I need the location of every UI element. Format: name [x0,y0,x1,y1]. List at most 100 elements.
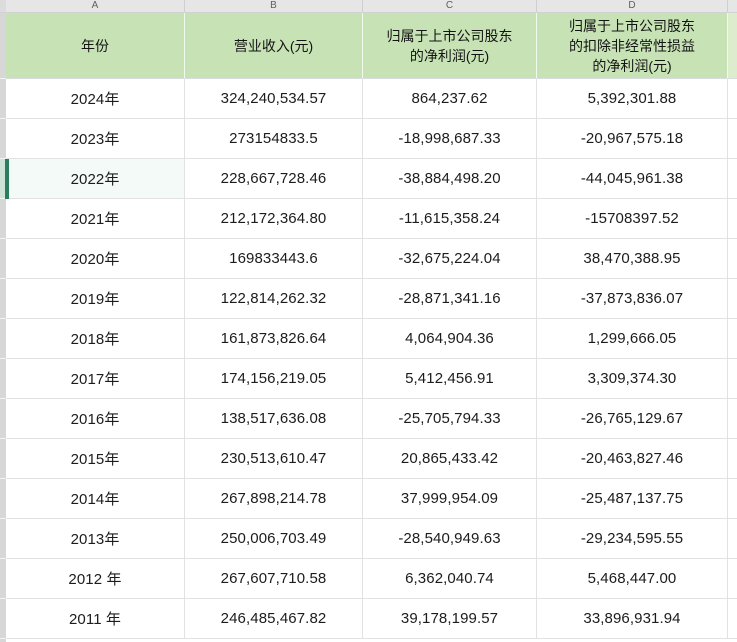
table-row: 2013年 250,006,703.49 -28,540,949.63 -29,… [6,519,737,559]
cell-year[interactable]: 2024年 [6,79,185,119]
cell-empty[interactable] [728,239,737,279]
row-header-cell[interactable] [0,239,6,279]
cell-empty[interactable] [728,279,737,319]
row-selection-indicator [5,159,9,199]
cell-year[interactable]: 2020年 [6,239,185,279]
cell-empty[interactable] [728,199,737,239]
cell-deducted-profit[interactable]: 3,309,374.30 [537,359,728,399]
row-header-cell[interactable] [0,439,6,479]
cell-deducted-profit[interactable]: 38,470,388.95 [537,239,728,279]
table-row: 2012 年 267,607,710.58 6,362,040.74 5,468… [6,559,737,599]
cell-revenue[interactable]: 230,513,610.47 [185,439,363,479]
cell-revenue[interactable]: 267,898,214.78 [185,479,363,519]
cell-empty[interactable] [728,599,737,639]
cell-empty[interactable] [728,119,737,159]
cell-year[interactable]: 2021年 [6,199,185,239]
cell-empty[interactable] [728,79,737,119]
cell-net-profit[interactable]: -18,998,687.33 [363,119,537,159]
cell-year[interactable]: 2023年 [6,119,185,159]
cell-net-profit[interactable]: -38,884,498.20 [363,159,537,199]
cell-deducted-profit[interactable]: 5,468,447.00 [537,559,728,599]
cell-deducted-profit[interactable]: -29,234,595.55 [537,519,728,559]
header-revenue[interactable]: 营业收入(元) [185,13,363,79]
cell-empty[interactable] [728,399,737,439]
cell-deducted-profit[interactable]: -26,765,129.67 [537,399,728,439]
row-header-cell[interactable] [0,319,6,359]
cell-deducted-profit[interactable]: -44,045,961.38 [537,159,728,199]
cell-deducted-profit[interactable]: 33,896,931.94 [537,599,728,639]
cell-deducted-profit[interactable]: -20,463,827.46 [537,439,728,479]
row-header-cell[interactable] [0,199,6,239]
cell-net-profit[interactable]: -28,871,341.16 [363,279,537,319]
cell-revenue[interactable]: 246,485,467.82 [185,599,363,639]
row-header-cell[interactable] [0,359,6,399]
cell-empty[interactable] [728,319,737,359]
cell-deducted-profit[interactable]: 1,299,666.05 [537,319,728,359]
cell-empty[interactable] [728,159,737,199]
column-header-c[interactable]: C [363,0,537,12]
cell-year[interactable]: 2016年 [6,399,185,439]
cell-year[interactable]: 2022年 [6,159,185,199]
row-header-cell[interactable] [0,599,6,639]
row-header-cell[interactable] [0,399,6,439]
cell-revenue[interactable]: 169833443.6 [185,239,363,279]
cell-net-profit[interactable]: 37,999,954.09 [363,479,537,519]
header-deducted-profit[interactable]: 归属于上市公司股东 的扣除非经常性损益 的净利润(元) [537,13,728,79]
column-header-b[interactable]: B [185,0,363,12]
cell-revenue[interactable]: 138,517,636.08 [185,399,363,439]
cell-empty[interactable] [728,519,737,559]
cell-revenue[interactable]: 161,873,826.64 [185,319,363,359]
column-header-a[interactable]: A [6,0,185,12]
cell-net-profit[interactable]: 4,064,904.36 [363,319,537,359]
row-header-cell[interactable] [0,559,6,599]
row-header-cell[interactable] [0,79,6,119]
row-header-cell[interactable] [0,13,6,79]
cell-year[interactable]: 2015年 [6,439,185,479]
cell-empty[interactable] [728,479,737,519]
cell-net-profit[interactable]: -25,705,794.33 [363,399,537,439]
header-year[interactable]: 年份 [6,13,185,79]
cell-net-profit[interactable]: -32,675,224.04 [363,239,537,279]
header-empty[interactable] [728,13,737,79]
cell-revenue[interactable]: 250,006,703.49 [185,519,363,559]
column-header-e[interactable] [728,0,737,12]
cell-empty[interactable] [728,359,737,399]
cell-deducted-profit[interactable]: -20,967,575.18 [537,119,728,159]
cell-revenue[interactable]: 122,814,262.32 [185,279,363,319]
cell-net-profit[interactable]: 5,412,456.91 [363,359,537,399]
cell-year[interactable]: 2011 年 [6,599,185,639]
cell-deducted-profit[interactable]: -15708397.52 [537,199,728,239]
cell-year[interactable]: 2019年 [6,279,185,319]
cell-year[interactable]: 2017年 [6,359,185,399]
row-header-strip[interactable] [0,13,6,642]
cell-year[interactable]: 2012 年 [6,559,185,599]
cell-year[interactable]: 2013年 [6,519,185,559]
cell-net-profit[interactable]: 39,178,199.57 [363,599,537,639]
row-header-cell[interactable] [0,519,6,559]
cell-net-profit[interactable]: 20,865,433.42 [363,439,537,479]
row-header-cell[interactable] [0,119,6,159]
row-header-cell-selected[interactable] [0,159,6,199]
header-net-profit[interactable]: 归属于上市公司股东 的净利润(元) [363,13,537,79]
cell-deducted-profit[interactable]: 5,392,301.88 [537,79,728,119]
cell-deducted-profit[interactable]: -25,487,137.75 [537,479,728,519]
cell-empty[interactable] [728,559,737,599]
cell-revenue[interactable]: 174,156,219.05 [185,359,363,399]
cell-revenue[interactable]: 228,667,728.46 [185,159,363,199]
cell-revenue[interactable]: 212,172,364.80 [185,199,363,239]
row-header-cell[interactable] [0,279,6,319]
cell-year[interactable]: 2018年 [6,319,185,359]
cell-net-profit[interactable]: 864,237.62 [363,79,537,119]
cell-deducted-profit[interactable]: -37,873,836.07 [537,279,728,319]
cell-revenue[interactable]: 273154833.5 [185,119,363,159]
row-header-cell[interactable] [0,479,6,519]
column-header-d[interactable]: D [537,0,728,12]
select-all-corner[interactable] [0,0,6,12]
cell-net-profit[interactable]: -28,540,949.63 [363,519,537,559]
cell-revenue[interactable]: 267,607,710.58 [185,559,363,599]
cell-net-profit[interactable]: 6,362,040.74 [363,559,537,599]
cell-revenue[interactable]: 324,240,534.57 [185,79,363,119]
cell-net-profit[interactable]: -11,615,358.24 [363,199,537,239]
cell-year[interactable]: 2014年 [6,479,185,519]
cell-empty[interactable] [728,439,737,479]
